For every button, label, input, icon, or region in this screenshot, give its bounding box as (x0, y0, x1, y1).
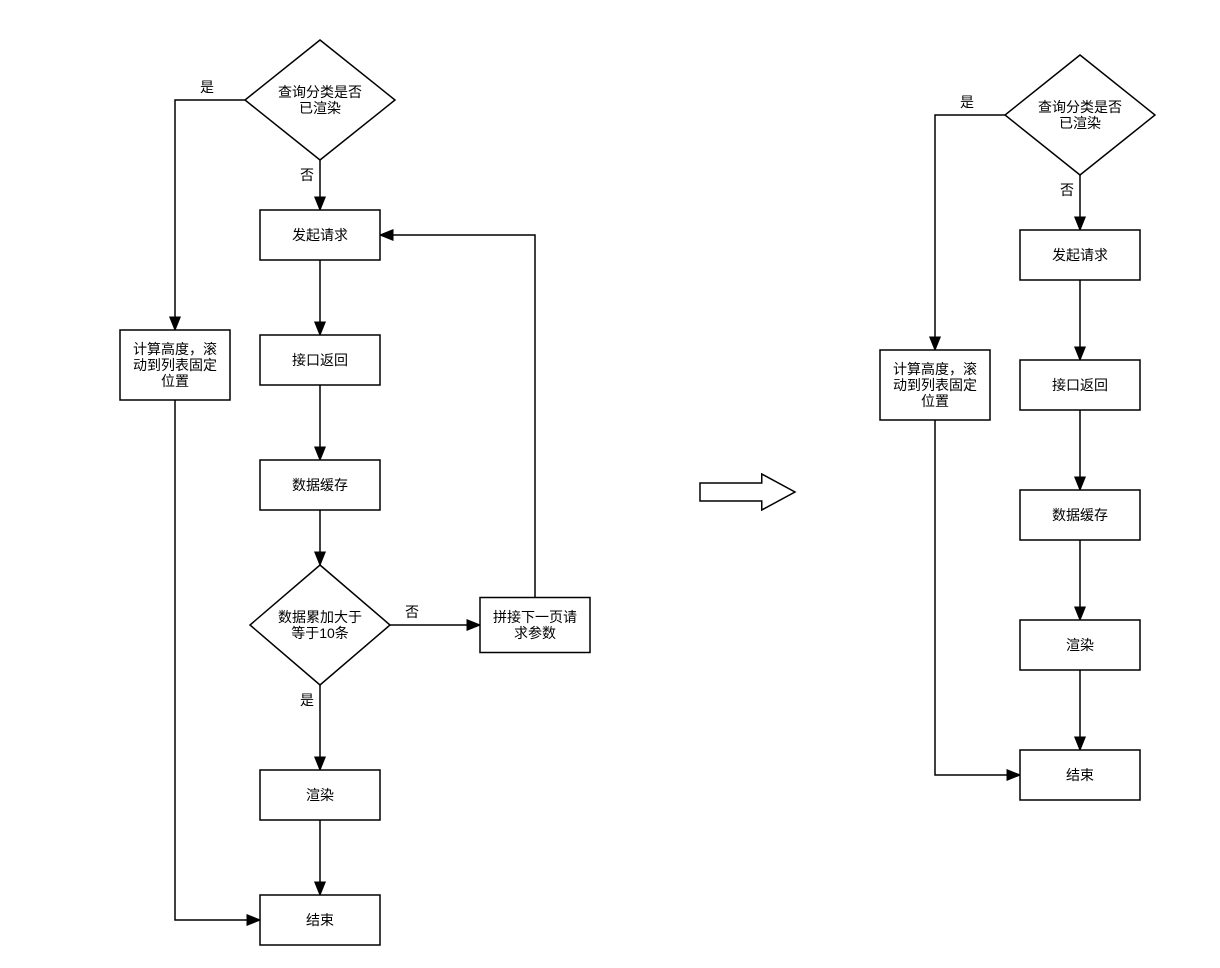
node-label: 结束 (306, 912, 334, 928)
edge-label: 否 (405, 604, 419, 620)
edge-label: 是 (960, 94, 974, 110)
node-label: 动到列表固定 (893, 377, 977, 393)
flow-edge (175, 400, 260, 920)
edge-label: 否 (1060, 182, 1074, 198)
node-label: 接口返回 (1052, 377, 1108, 393)
node-label: 渲染 (306, 787, 334, 803)
edge-label: 是 (300, 692, 314, 708)
node-label: 求参数 (514, 625, 556, 641)
flow-edge (380, 235, 535, 598)
flowchart-canvas: 否是否是查询分类是否已渲染发起请求接口返回数据缓存数据累加大于等于10条渲染结束… (0, 0, 1220, 968)
flow-edge (935, 420, 1020, 775)
node-label: 位置 (161, 373, 189, 389)
node-label: 发起请求 (1052, 247, 1108, 263)
node-label: 接口返回 (292, 352, 348, 368)
node-label: 渲染 (1066, 637, 1094, 653)
node-label: 查询分类是否 (278, 84, 362, 100)
node-label: 查询分类是否 (1038, 99, 1122, 115)
node-label: 等于10条 (291, 625, 349, 641)
node-label: 数据缓存 (1052, 507, 1108, 523)
node-label: 发起请求 (292, 227, 348, 243)
node-label: 数据累加大于 (278, 609, 362, 625)
node-label: 动到列表固定 (133, 357, 217, 373)
node-label: 计算高度，滚 (133, 341, 217, 357)
node-label: 拼接下一页请 (493, 609, 577, 625)
transition-arrow-icon (700, 474, 795, 510)
node-label: 数据缓存 (292, 477, 348, 493)
left-flowchart: 否是否是查询分类是否已渲染发起请求接口返回数据缓存数据累加大于等于10条渲染结束… (120, 40, 590, 945)
edge-label: 是 (200, 79, 214, 95)
node-label: 已渲染 (299, 100, 341, 116)
node-label: 已渲染 (1059, 115, 1101, 131)
node-label: 结束 (1066, 767, 1094, 783)
node-label: 计算高度，滚 (893, 361, 977, 377)
edge-label: 否 (300, 167, 314, 183)
node-label: 位置 (921, 393, 949, 409)
right-flowchart: 否 是 查询分类是否已渲染发起请求接口返回数据缓存渲染结束 计算高度，滚动到列表固定位… (880, 55, 1155, 800)
flow-edge (935, 115, 1005, 350)
flow-edge (175, 100, 245, 330)
